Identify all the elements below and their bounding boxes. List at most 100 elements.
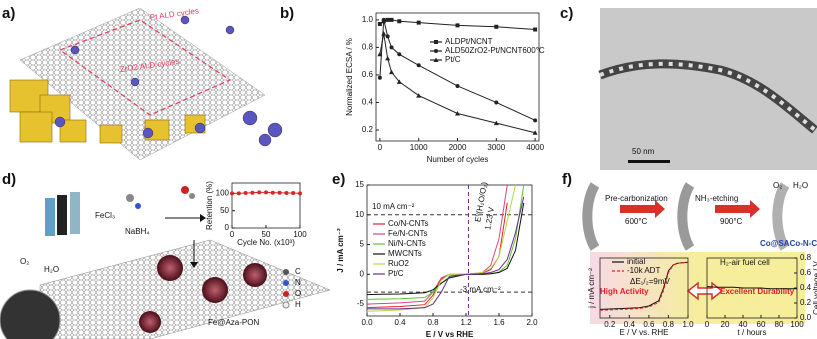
marker bbox=[493, 120, 499, 126]
marker bbox=[397, 52, 402, 57]
label: Excellent Durability bbox=[720, 287, 795, 296]
series-line bbox=[379, 19, 536, 121]
marker bbox=[381, 17, 386, 22]
label: FeCl₃ bbox=[95, 211, 115, 220]
marker bbox=[381, 31, 387, 36]
marker bbox=[494, 100, 499, 105]
x-tick-label: 4000 bbox=[526, 143, 544, 152]
x-tick-label: 0.2 bbox=[604, 320, 616, 329]
y-tick-label: 10 bbox=[355, 210, 364, 219]
marker bbox=[455, 83, 460, 88]
x-tick-label: 0.0 bbox=[361, 318, 373, 327]
label: High Activity bbox=[600, 287, 649, 296]
x-tick-label: 40 bbox=[739, 320, 748, 329]
x-axis-label: Number of cycles bbox=[427, 155, 489, 164]
marker bbox=[277, 190, 282, 195]
marker bbox=[455, 110, 460, 116]
marker bbox=[494, 24, 499, 29]
label: O₂ bbox=[773, 181, 782, 190]
y-tick-label: 1.0 bbox=[362, 15, 374, 24]
y-tick-label: 0 bbox=[360, 269, 365, 278]
y-axis-label: Retention (%) bbox=[205, 181, 214, 230]
legend-label: MWCNTs bbox=[388, 249, 422, 258]
legend-label: ALDPt/NCNT bbox=[445, 37, 493, 46]
y-tick-label: -5 bbox=[357, 299, 365, 308]
marker bbox=[377, 22, 382, 27]
y-tick-label: 0.2 bbox=[362, 125, 374, 134]
plot-frame bbox=[231, 182, 301, 229]
x-tick-label: 0 bbox=[705, 320, 710, 329]
x-tick-label: 80 bbox=[775, 320, 784, 329]
marker bbox=[291, 191, 296, 196]
marker bbox=[257, 190, 262, 195]
panel-a-illustration bbox=[9, 7, 283, 161]
y-tick-label: 0.4 bbox=[362, 98, 374, 107]
label: H₂O bbox=[793, 181, 808, 190]
y-tick-label: 0 bbox=[225, 223, 230, 232]
x-tick-label: 60 bbox=[757, 320, 766, 329]
marker bbox=[533, 118, 538, 123]
series-line bbox=[599, 261, 689, 310]
marker bbox=[455, 23, 460, 28]
marker bbox=[236, 191, 241, 196]
x-tick-label: 20 bbox=[721, 320, 730, 329]
x-tick-label: 0.4 bbox=[394, 318, 406, 327]
x-tick-label: 0.4 bbox=[624, 320, 636, 329]
x-tick-label: 1000 bbox=[410, 143, 428, 152]
x-tick-label: 50 bbox=[262, 230, 271, 239]
marker bbox=[385, 34, 390, 39]
marker bbox=[434, 49, 438, 53]
panel-label: e) bbox=[332, 171, 345, 188]
marker bbox=[377, 75, 382, 80]
marker bbox=[416, 20, 421, 25]
marker bbox=[532, 130, 538, 135]
marker bbox=[433, 57, 439, 62]
marker bbox=[284, 191, 289, 196]
x-axis-label: E / V vs. RHE bbox=[620, 328, 669, 337]
series-line bbox=[599, 261, 689, 311]
marker bbox=[533, 27, 538, 32]
element-label: H bbox=[295, 300, 301, 309]
legend-label: ALD50ZrO2-Pt/NCNT600°C bbox=[445, 46, 545, 55]
x-axis-label: t / hours bbox=[738, 328, 767, 337]
annotation: Pt ALD cycles bbox=[149, 6, 199, 22]
label: H₂O bbox=[44, 265, 59, 274]
plot-frame bbox=[599, 257, 689, 319]
annotation: 1.23 V bbox=[483, 206, 496, 231]
y-tick-label: 50 bbox=[220, 206, 229, 215]
x-tick-label: 0.8 bbox=[427, 318, 439, 327]
x-tick-label: 2.0 bbox=[526, 318, 538, 327]
legend-label: Fe/N-CNTs bbox=[388, 229, 428, 238]
y-tick-label: 0.8 bbox=[800, 253, 812, 262]
legend-label: Co/N-CNTs bbox=[388, 219, 428, 228]
y-tick-label: 0.6 bbox=[362, 70, 374, 79]
x-tick-label: 100 bbox=[293, 230, 307, 239]
y-tick-label: 0.2 bbox=[800, 298, 812, 307]
marker bbox=[377, 51, 383, 57]
x-tick-label: 1.2 bbox=[460, 318, 472, 327]
legend-label: -10k ADT bbox=[627, 266, 660, 275]
label: NaBH₄ bbox=[125, 227, 150, 236]
panel-label: b) bbox=[280, 5, 294, 22]
marker bbox=[434, 40, 438, 44]
marker bbox=[397, 19, 402, 24]
marker bbox=[385, 17, 390, 22]
y-tick-label: 0.8 bbox=[362, 43, 374, 52]
label: O₂ bbox=[20, 257, 29, 266]
panel-label: a) bbox=[2, 5, 15, 22]
annotation: 10 mA cm⁻² bbox=[372, 202, 415, 211]
series-line bbox=[367, 196, 525, 310]
x-tick-label: 0.8 bbox=[663, 320, 675, 329]
label: 900°C bbox=[720, 217, 743, 226]
legend-label: RuO2 bbox=[388, 259, 409, 268]
y-axis-label: j / mA cm⁻² bbox=[587, 268, 596, 309]
annotation: ΔE₁/₂=9mV bbox=[630, 277, 670, 286]
element-label: C bbox=[295, 267, 301, 276]
plot-frame bbox=[375, 12, 540, 142]
marker bbox=[270, 190, 275, 195]
y-axis-label: Normalized ECSA / % bbox=[345, 38, 354, 116]
x-tick-label: 100 bbox=[790, 320, 804, 329]
element-label: N bbox=[295, 278, 301, 287]
plot-frame bbox=[366, 184, 533, 317]
